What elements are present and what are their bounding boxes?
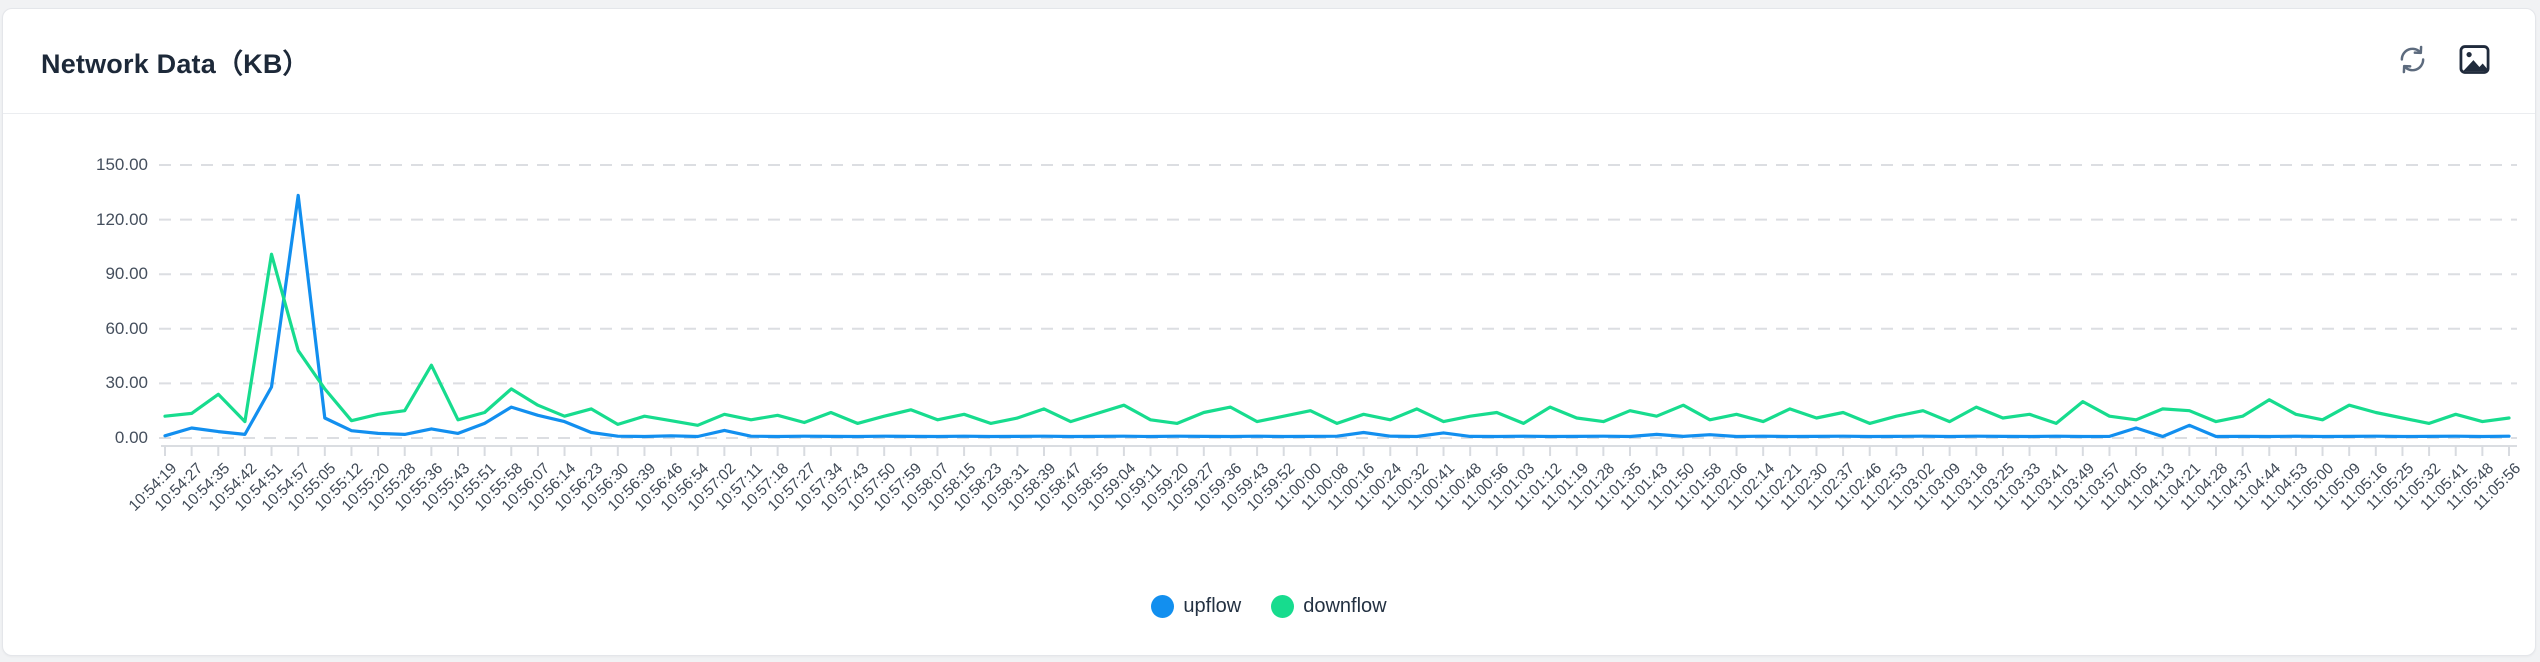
refresh-icon <box>2395 42 2430 80</box>
y-axis-label: 120.00 <box>96 209 148 229</box>
network-chart[interactable]: 150.00 120.00 90.00 60.00 30.00 0.00 10:54:19… <box>3 115 2535 655</box>
chart-legend: upflow downflow <box>3 595 2535 618</box>
refresh-button[interactable] <box>2393 40 2432 82</box>
y-axis-label: 0.00 <box>114 428 148 447</box>
downflow-line <box>163 252 2511 427</box>
card-header: Network Data（KB） <box>3 9 2535 114</box>
save-image-icon <box>2456 41 2493 81</box>
chart-canvas <box>159 164 2517 456</box>
upflow-legend-label: upflow <box>1183 595 1242 617</box>
downflow-legend-label: downflow <box>1303 595 1387 617</box>
y-axis-label: 90.00 <box>105 264 148 284</box>
page-title: Network Data（KB） <box>41 48 310 79</box>
legend-item-upflow[interactable]: upflow <box>1151 595 1241 618</box>
upflow-line <box>163 193 2511 439</box>
legend-item-downflow[interactable]: downflow <box>1271 595 1387 618</box>
upflow-legend-dot-icon <box>1151 595 1175 618</box>
network-data-card: Network Data（KB） <box>2 8 2536 656</box>
y-axis-label: 30.00 <box>105 373 148 393</box>
y-axis-label: 60.00 <box>105 318 148 338</box>
downflow-legend-dot-icon <box>1271 595 1295 618</box>
save-image-button[interactable] <box>2454 39 2495 83</box>
y-axis-label: 150.00 <box>96 155 148 174</box>
header-actions <box>2393 39 2495 83</box>
